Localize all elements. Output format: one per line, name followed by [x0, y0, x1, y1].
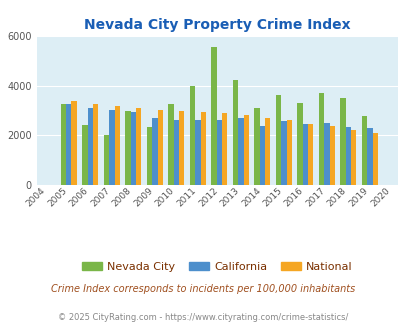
- Bar: [93, 104, 98, 185]
- Bar: [173, 120, 179, 185]
- Bar: [200, 112, 205, 185]
- Text: Crime Index corresponds to incidents per 100,000 inhabitants: Crime Index corresponds to incidents per…: [51, 284, 354, 294]
- Bar: [179, 111, 184, 185]
- Bar: [168, 104, 173, 185]
- Bar: [61, 104, 66, 185]
- Bar: [339, 98, 345, 185]
- Bar: [222, 113, 227, 185]
- Bar: [361, 116, 367, 185]
- Title: Nevada City Property Crime Index: Nevada City Property Crime Index: [84, 18, 350, 32]
- Bar: [259, 126, 264, 185]
- Bar: [232, 80, 238, 185]
- Bar: [147, 127, 152, 185]
- Bar: [350, 130, 356, 185]
- Bar: [286, 120, 291, 185]
- Bar: [125, 111, 130, 185]
- Bar: [71, 101, 77, 185]
- Bar: [195, 120, 200, 185]
- Bar: [275, 95, 281, 185]
- Bar: [109, 110, 114, 185]
- Bar: [152, 118, 157, 185]
- Bar: [136, 108, 141, 185]
- Bar: [264, 118, 270, 185]
- Bar: [254, 108, 259, 185]
- Bar: [302, 124, 307, 185]
- Bar: [367, 128, 372, 185]
- Legend: Nevada City, California, National: Nevada City, California, National: [77, 257, 356, 276]
- Bar: [130, 112, 136, 185]
- Bar: [238, 118, 243, 185]
- Text: © 2025 CityRating.com - https://www.cityrating.com/crime-statistics/: © 2025 CityRating.com - https://www.city…: [58, 313, 347, 322]
- Bar: [211, 48, 216, 185]
- Bar: [114, 106, 119, 185]
- Bar: [189, 86, 195, 185]
- Bar: [104, 135, 109, 185]
- Bar: [66, 104, 71, 185]
- Bar: [329, 126, 334, 185]
- Bar: [281, 121, 286, 185]
- Bar: [345, 127, 350, 185]
- Bar: [87, 108, 93, 185]
- Bar: [82, 125, 87, 185]
- Bar: [216, 120, 222, 185]
- Bar: [157, 110, 162, 185]
- Bar: [307, 124, 313, 185]
- Bar: [324, 123, 329, 185]
- Bar: [372, 133, 377, 185]
- Bar: [243, 115, 248, 185]
- Bar: [296, 103, 302, 185]
- Bar: [318, 93, 324, 185]
